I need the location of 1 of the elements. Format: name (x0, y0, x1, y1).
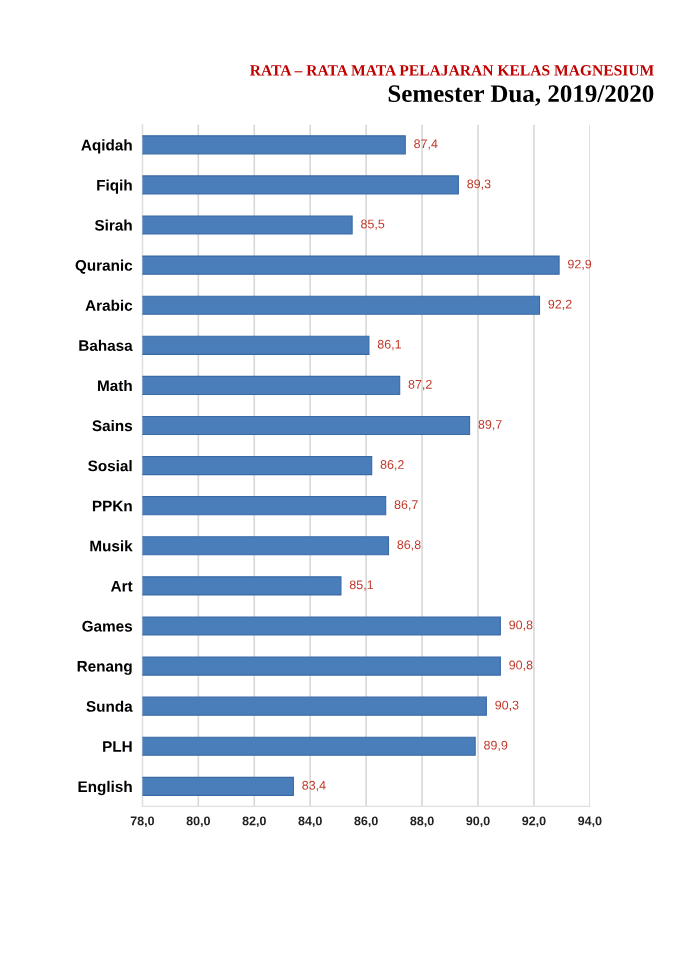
chart-subtitle: Semester Dua, 2019/2020 (388, 85, 654, 106)
